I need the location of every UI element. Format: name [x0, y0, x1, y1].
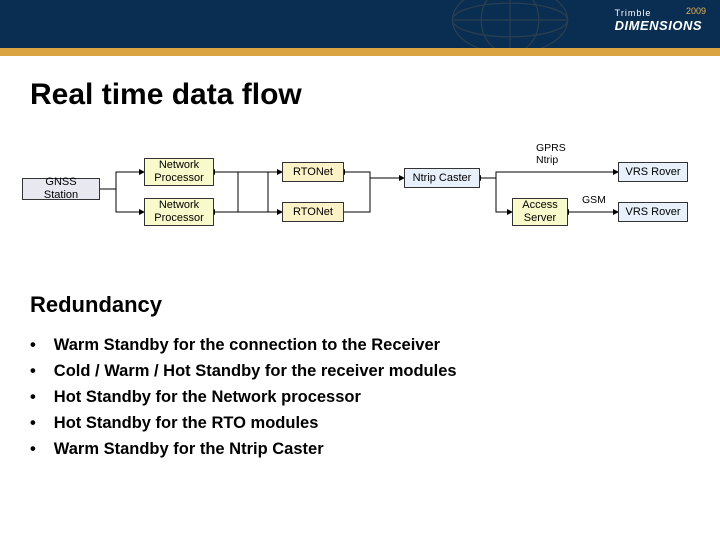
flowchart-node-rt1: RTONet: [282, 162, 344, 182]
page-title: Real time data flow: [30, 78, 720, 112]
flowchart-edge-label: Ntrip: [536, 154, 558, 166]
bullet-item: Warm Standby for the connection to the R…: [30, 336, 720, 355]
bullet-item: Hot Standby for the RTO modules: [30, 414, 720, 433]
section-subheading: Redundancy: [30, 292, 720, 318]
flowchart-node-np2: NetworkProcessor: [144, 198, 214, 226]
flowchart-edge-label: GPRS: [536, 142, 566, 154]
flowchart-node-rt2: RTONet: [282, 202, 344, 222]
bullet-item: Hot Standby for the Network processor: [30, 388, 720, 407]
brand-year: 2009: [686, 6, 706, 16]
bullet-item: Warm Standby for the Ntrip Caster: [30, 440, 720, 459]
flowchart-node-access: AccessServer: [512, 198, 568, 226]
flowchart-node-vrs2: VRS Rover: [618, 202, 688, 222]
brand-main: DIMENSIONS: [615, 18, 702, 33]
flowchart-arrows: [0, 140, 720, 260]
flowchart-node-np1: NetworkProcessor: [144, 158, 214, 186]
bullet-item: Cold / Warm / Hot Standby for the receiv…: [30, 362, 720, 381]
brand-logo: Trimble DIMENSIONS 2009: [615, 8, 702, 33]
flowchart-node-gnss: GNSS Station: [22, 178, 100, 200]
flowchart-edge-label: GSM: [582, 194, 606, 206]
bullet-list: Warm Standby for the connection to the R…: [30, 336, 720, 459]
flowchart-node-ntrip: Ntrip Caster: [404, 168, 480, 188]
flowchart-node-vrs1: VRS Rover: [618, 162, 688, 182]
header-accent-bar: [0, 48, 720, 56]
flowchart-region: GNSS Station NetworkProcessor NetworkProce…: [0, 140, 720, 260]
slide-header: Trimble DIMENSIONS 2009: [0, 0, 720, 56]
